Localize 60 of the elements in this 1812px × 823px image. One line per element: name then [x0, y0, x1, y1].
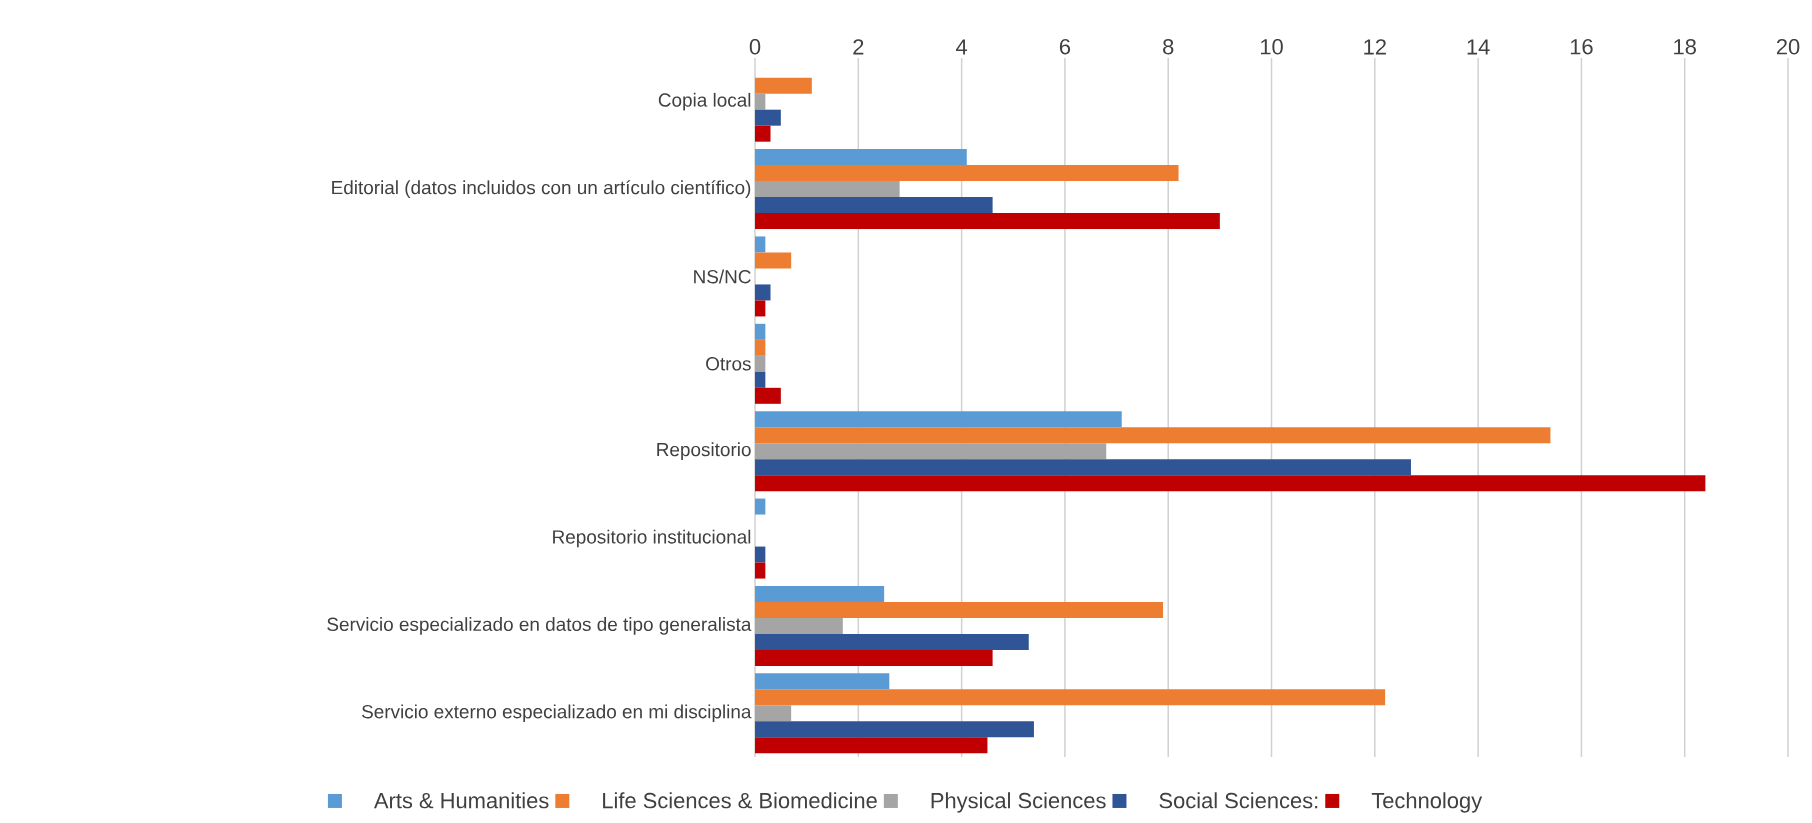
bar [755, 355, 766, 372]
bar [755, 213, 1220, 230]
x-tick-label: 6 [1059, 38, 1071, 55]
bar [755, 93, 766, 110]
x-tick-label: 10 [1261, 38, 1283, 55]
bar [755, 371, 766, 388]
bar [755, 323, 766, 340]
x-tick-label: 14 [1467, 39, 1490, 55]
bar [755, 585, 885, 602]
bar [755, 705, 792, 722]
bar [755, 125, 771, 142]
bar [755, 77, 812, 94]
legend-label: Arts & Humanities [373, 792, 549, 809]
bar [755, 411, 1122, 428]
bar [755, 197, 993, 214]
bar [755, 498, 766, 515]
x-tick-label: 4 [956, 39, 968, 55]
bar [755, 149, 967, 166]
bar [755, 109, 781, 126]
bar [755, 165, 1179, 182]
bar [755, 387, 781, 404]
legend-label: Physical Sciences [931, 792, 1106, 813]
bar [755, 617, 843, 634]
bar [755, 649, 993, 666]
y-tick-label: Otros [706, 357, 751, 371]
y-tick-label: Repositorio institucional [553, 529, 751, 548]
x-tick-label: 2 [853, 39, 864, 55]
bar [755, 562, 766, 579]
y-tick-label: NS/NC [694, 269, 751, 284]
legend-label: Social Sciences: [1159, 792, 1318, 809]
bar [755, 252, 792, 269]
bar [755, 300, 766, 317]
x-tick-label: 20 [1776, 38, 1800, 55]
x-tick-label: 18 [1674, 38, 1696, 55]
y-tick-label: Servicio especializado en datos de tipo generalista [327, 617, 752, 635]
bar [755, 689, 1386, 706]
bar [755, 721, 1034, 738]
bar [755, 284, 771, 301]
y-tick-label: Servicio externo especializado en mi disciplina [362, 704, 752, 723]
x-tick-label: 12 [1364, 39, 1386, 55]
bar [755, 181, 900, 198]
bar [755, 459, 1411, 476]
y-tick-label: Editorial (datos incluidos con un artículo científico) [332, 180, 751, 198]
legend-label: Technology [1371, 792, 1483, 813]
y-tick-label: Copia local [658, 92, 751, 111]
bar [755, 236, 766, 253]
x-tick-label: 0 [749, 38, 761, 55]
bar [755, 443, 1107, 460]
x-tick-label: 8 [1163, 38, 1174, 55]
bar [755, 546, 766, 563]
bar [755, 673, 890, 690]
bar [755, 601, 1164, 618]
y-tick-label: Repositorio [657, 442, 751, 460]
bar [755, 633, 1029, 650]
bar [755, 427, 1551, 444]
legend-label: Life Sciences & Biomedicine [603, 792, 877, 809]
bar [755, 475, 1706, 492]
x-tick-label: 16 [1570, 38, 1593, 55]
bar [755, 339, 766, 356]
bar [755, 737, 988, 754]
